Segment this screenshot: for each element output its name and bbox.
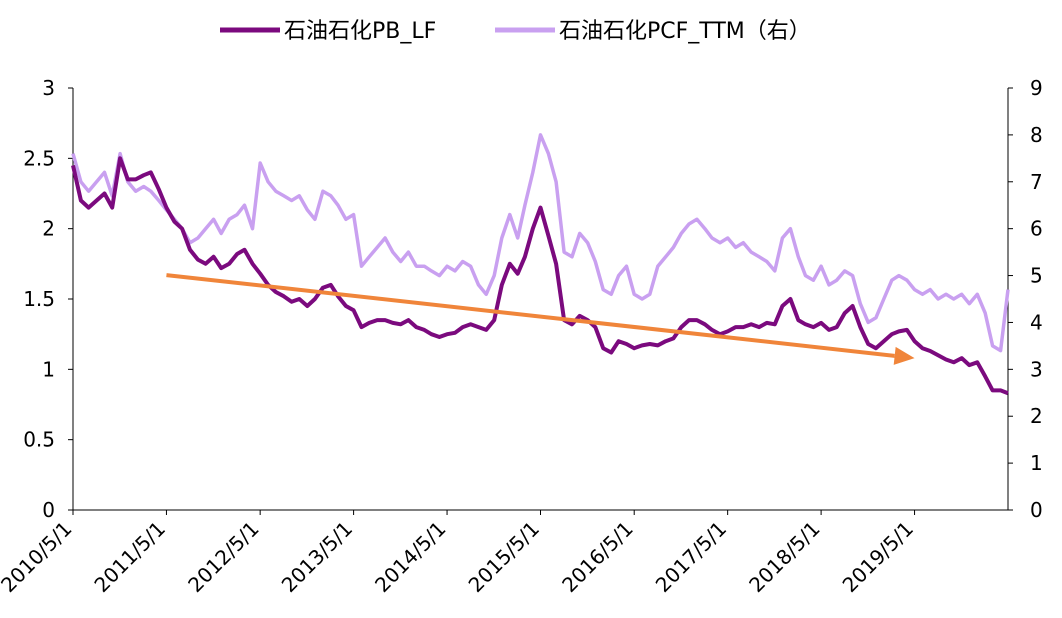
y-right-tick-label: 3 [1030, 357, 1043, 381]
pcf-ttm-series-line [71, 133, 1010, 353]
x-tick-label: 2012/5/1 [183, 517, 263, 597]
x-tick-label: 2010/5/1 [0, 517, 77, 597]
legend-label-pcf: 石油石化PCF_TTM（右） [559, 19, 811, 44]
chart-series [71, 133, 1010, 396]
pb-lf-series-line [71, 156, 1009, 396]
trend-arrow-shaft [166, 273, 895, 358]
y-right-tick-label: 9 [1030, 76, 1043, 100]
trend-arrow-head [893, 346, 915, 365]
x-tick-label: 2014/5/1 [370, 517, 450, 597]
y-left-tick-label: 3 [42, 76, 55, 100]
y-left-tick-label: 1.5 [23, 287, 55, 311]
y-right-tick-label: 7 [1030, 170, 1043, 194]
y-left-tick-label: 1 [42, 357, 55, 381]
y-left-tick-label: 2 [42, 217, 55, 241]
x-tick-label: 2011/5/1 [89, 517, 169, 597]
y-right-tick-label: 4 [1030, 310, 1043, 334]
y-right-tick-label: 5 [1030, 264, 1043, 288]
y-right-tick-label: 0 [1030, 498, 1043, 522]
legend-label-pb: 石油石化PB_LF [284, 19, 436, 44]
y-right-tick-label: 2 [1030, 404, 1043, 428]
x-tick-label: 2019/5/1 [838, 517, 918, 597]
x-tick-label: 2016/5/1 [557, 517, 637, 597]
y-left-tick-label: 0 [42, 498, 55, 522]
x-tick-label: 2015/5/1 [464, 517, 544, 597]
y-left-tick-label: 2.5 [23, 146, 55, 170]
y-right-tick-label: 1 [1030, 451, 1043, 475]
y-right-tick-label: 8 [1030, 123, 1043, 147]
x-tick-label: 2017/5/1 [651, 517, 731, 597]
chart-annotations [166, 273, 915, 365]
y-left-tick-label: 0.5 [23, 428, 55, 452]
chart-legend: 石油石化PB_LF 石油石化PCF_TTM（右） [220, 19, 811, 44]
x-tick-label: 2013/5/1 [277, 517, 357, 597]
y-right-tick-label: 6 [1030, 217, 1043, 241]
x-tick-label: 2018/5/1 [744, 517, 824, 597]
